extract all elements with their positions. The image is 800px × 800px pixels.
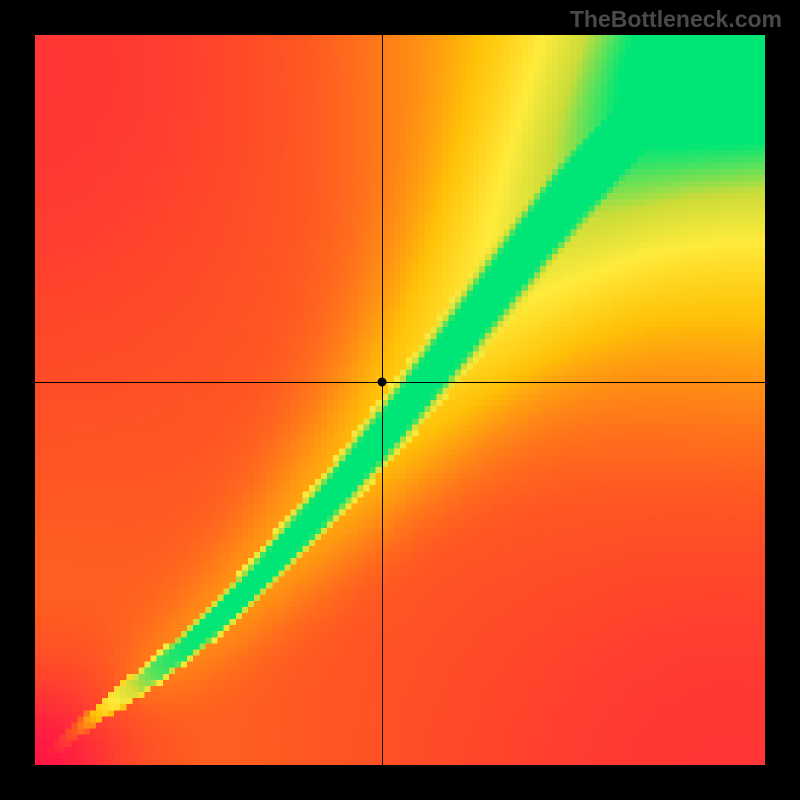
crosshair-horizontal bbox=[35, 382, 765, 383]
marker-dot bbox=[377, 377, 386, 386]
crosshair-vertical bbox=[382, 35, 383, 765]
heatmap-plot bbox=[35, 35, 765, 765]
heatmap-canvas bbox=[35, 35, 765, 765]
watermark-text: TheBottleneck.com bbox=[570, 6, 782, 33]
